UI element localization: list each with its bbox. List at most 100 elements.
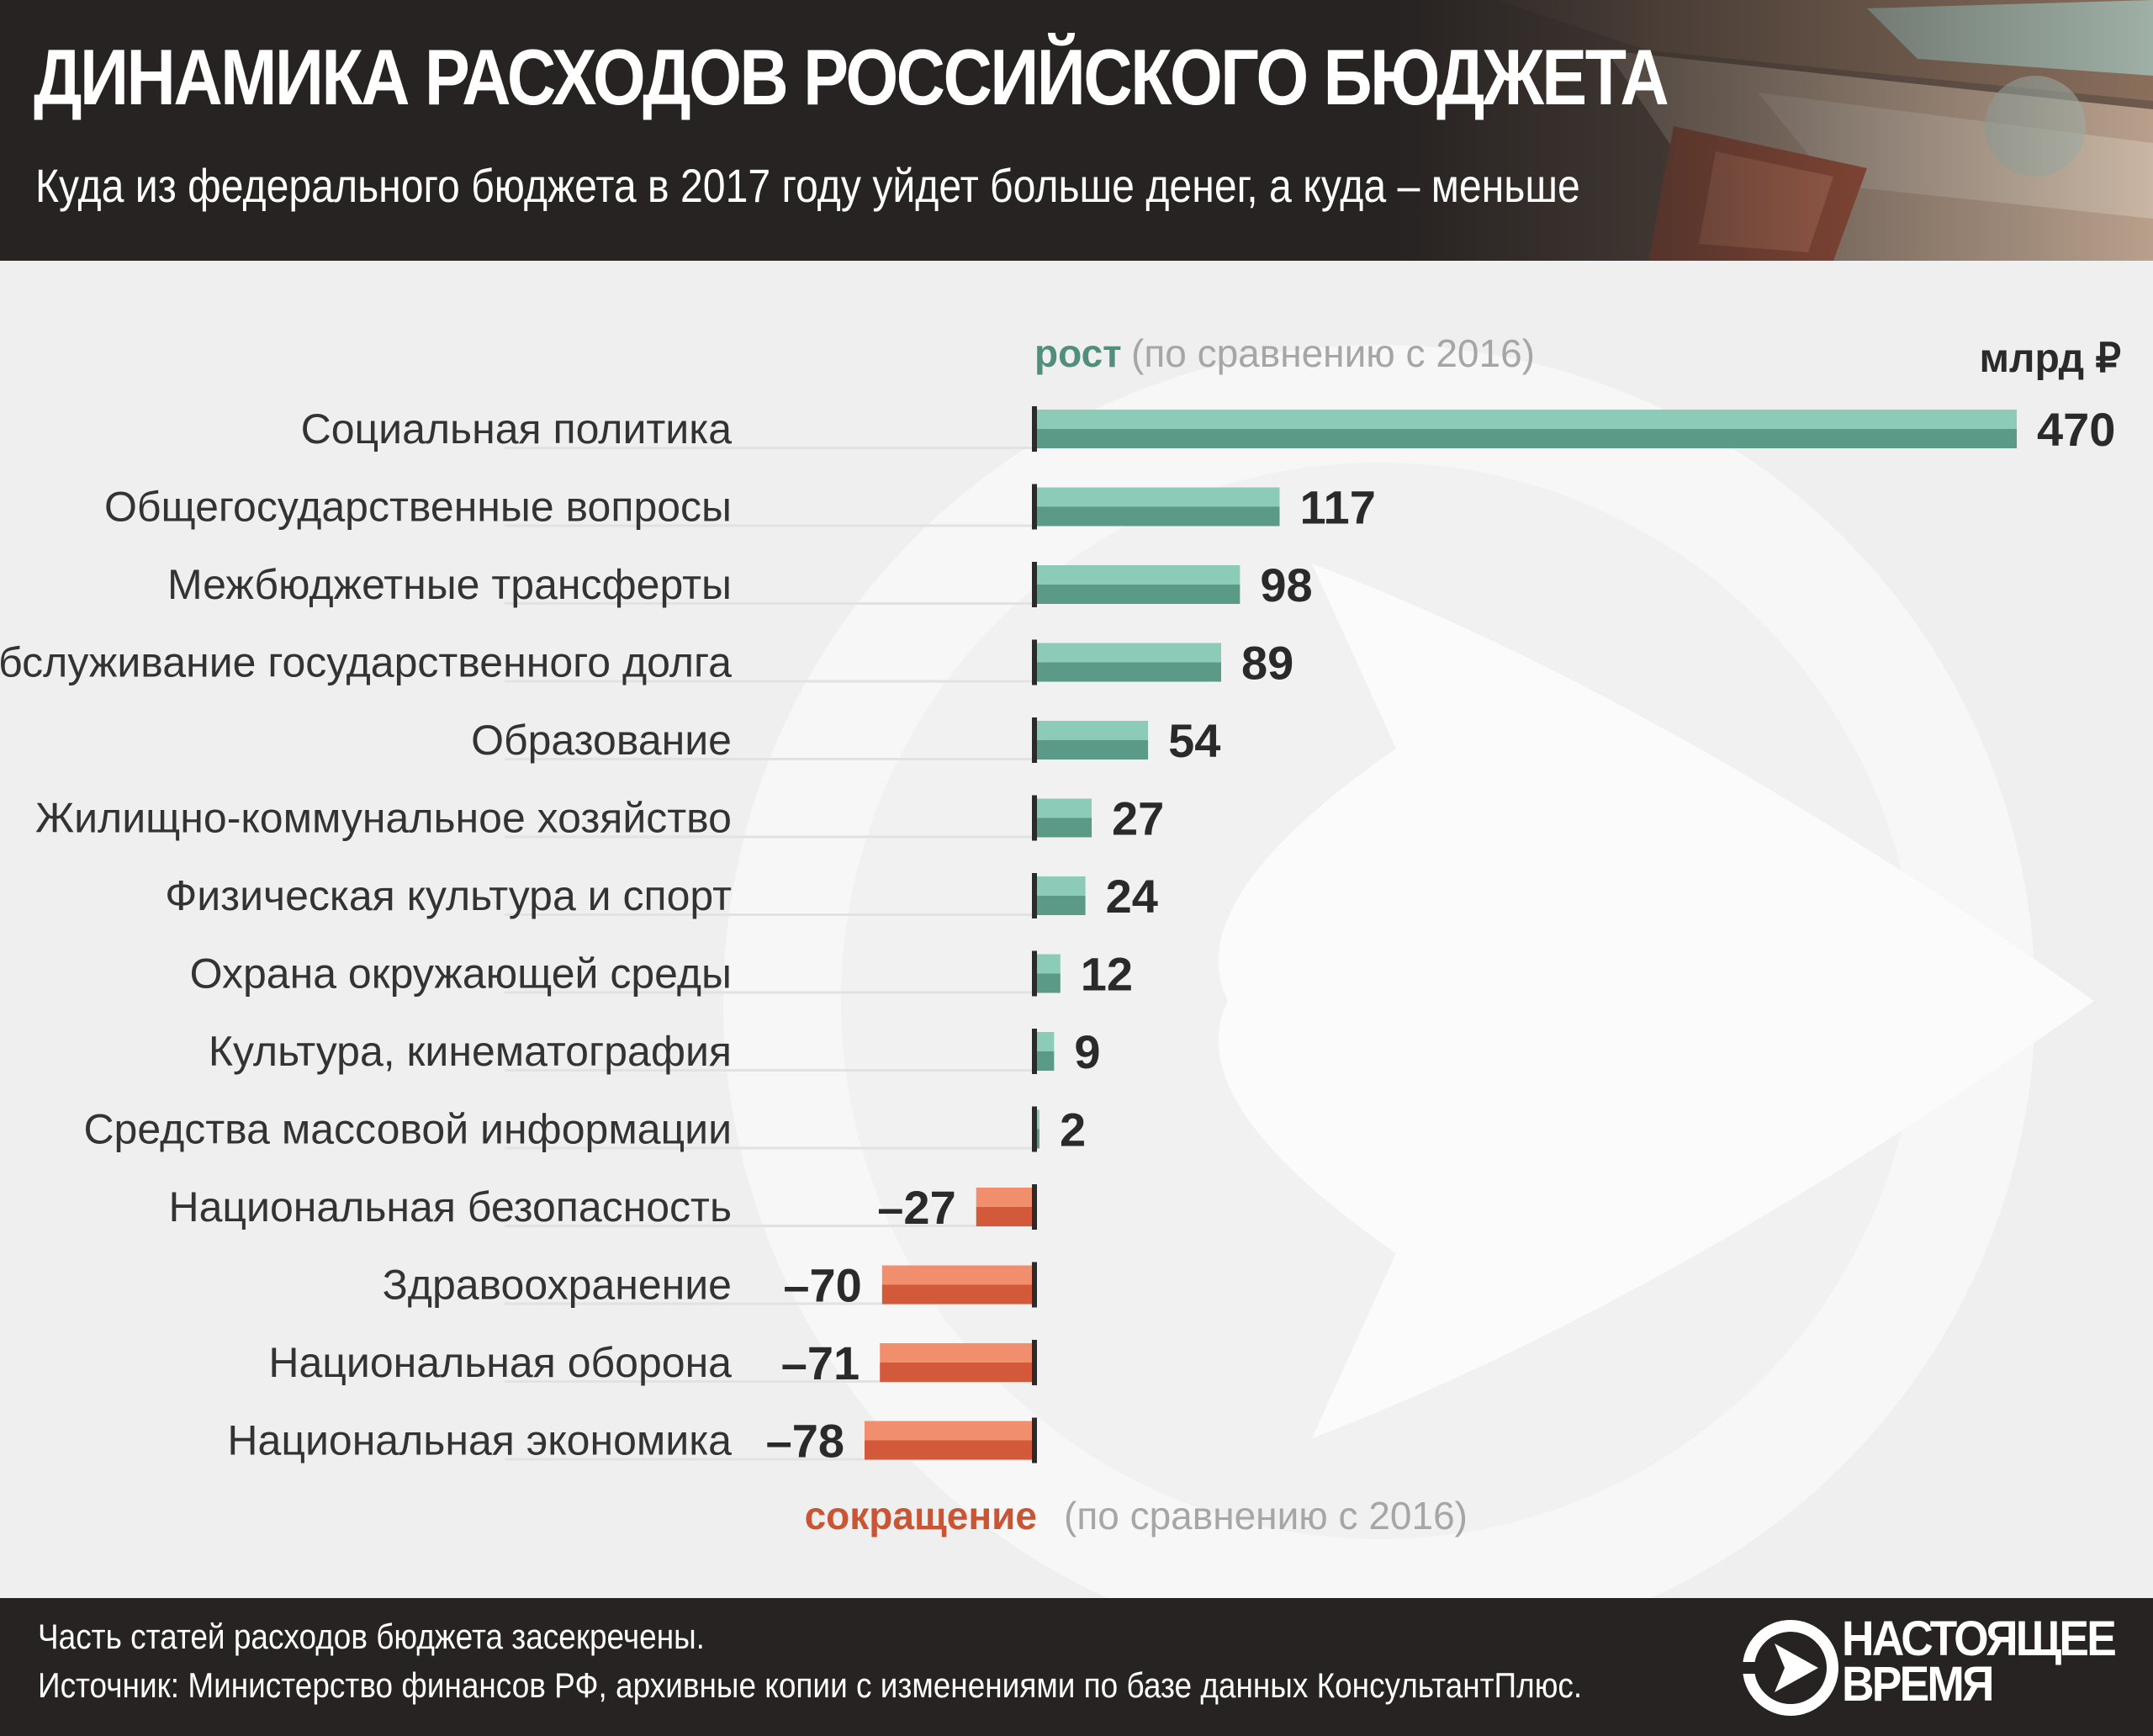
bar-highlight xyxy=(1035,721,1149,740)
axis-tick xyxy=(1032,484,1037,530)
bar xyxy=(1035,1129,1039,1149)
axis-tick xyxy=(1032,1262,1037,1308)
bar xyxy=(1035,818,1092,838)
value-label: –71 xyxy=(781,1336,860,1389)
category-label: Жилищно-коммунальное хозяйство xyxy=(35,795,732,842)
bar xyxy=(1035,973,1061,993)
axis-tick xyxy=(1032,1417,1037,1463)
category-label: Физическая культура и спорт xyxy=(165,872,732,919)
value-label: 117 xyxy=(1300,481,1376,534)
category-label: Культура, кинематография xyxy=(209,1028,732,1075)
value-label: 12 xyxy=(1081,948,1133,1001)
footer: Часть статей расходов бюджета засекречен… xyxy=(0,1598,2153,1736)
header: ДИНАМИКА РАСХОДОВ РОССИЙСКОГО БЮДЖЕТА Ку… xyxy=(0,0,2153,261)
brand-logo: НАСТОЯЩЕЕ ВРЕМЯ xyxy=(1741,1613,2136,1723)
decline-legend-label: сокращение xyxy=(805,1494,1037,1538)
bar-highlight xyxy=(1035,487,1280,507)
axis-tick xyxy=(1032,1340,1037,1385)
axis-tick xyxy=(1032,1029,1037,1074)
page-subtitle: Куда из федерального бюджета в 2017 году… xyxy=(35,159,1580,212)
bar xyxy=(1035,740,1149,760)
banknote-image xyxy=(1396,0,2153,261)
axis-tick xyxy=(1032,1184,1037,1230)
bar-highlight xyxy=(1035,1032,1055,1051)
value-label: –70 xyxy=(783,1259,861,1312)
category-label: Средства массовой информации xyxy=(83,1106,732,1153)
bar-highlight xyxy=(1035,876,1086,896)
category-label: Межбюджетные трансферты xyxy=(167,561,732,608)
bar-highlight xyxy=(1035,798,1092,818)
logo-line-1: НАСТОЯЩЕЕ xyxy=(1842,1612,2117,1666)
growth-legend-note: (по сравнению с 2016) xyxy=(1131,331,1535,375)
source-note: Источник: Министерство финансов РФ, архи… xyxy=(38,1665,1583,1705)
axis-tick xyxy=(1032,873,1037,918)
decline-legend-note: (по сравнению с 2016) xyxy=(1064,1494,1468,1538)
growth-legend-label: рост xyxy=(1034,331,1122,375)
value-label: 24 xyxy=(1106,870,1158,923)
logo-line-2: ВРЕМЯ xyxy=(1842,1657,1994,1712)
row-separator xyxy=(505,680,1034,683)
value-label: –27 xyxy=(877,1181,955,1234)
bar xyxy=(1035,506,1280,527)
logo-wordmark: НАСТОЯЩЕЕ ВРЕМЯ xyxy=(1842,1612,2117,1712)
category-label: Обслуживание государственного долга xyxy=(0,639,732,686)
bar xyxy=(1035,896,1086,915)
category-label: Образование xyxy=(471,717,732,764)
category-label: Национальная безопасность xyxy=(168,1183,732,1231)
category-label: Охрана окружающей среды xyxy=(190,950,732,998)
row-separator xyxy=(505,991,1034,994)
bar xyxy=(1035,662,1221,682)
row-separator xyxy=(505,758,1034,760)
value-label: 89 xyxy=(1241,637,1293,690)
category-label: Здравоохранение xyxy=(383,1262,732,1309)
bar-highlight xyxy=(1035,565,1240,585)
axis-tick xyxy=(1032,562,1037,607)
row-separator xyxy=(505,913,1034,916)
play-circle-icon xyxy=(1741,1620,1838,1716)
row-separator xyxy=(505,1069,1034,1072)
bar xyxy=(865,1440,1035,1460)
bar-highlight xyxy=(1035,410,2017,429)
category-label: Национальная экономика xyxy=(227,1417,732,1464)
axis-tick xyxy=(1032,406,1037,452)
value-label: 27 xyxy=(1112,792,1164,845)
bar-highlight xyxy=(865,1421,1035,1441)
bar-highlight xyxy=(1035,1109,1039,1130)
bar xyxy=(1035,585,1240,604)
axis-tick xyxy=(1032,1106,1037,1152)
row-separator xyxy=(505,1146,1034,1150)
bar-highlight xyxy=(976,1188,1035,1207)
bar xyxy=(976,1207,1035,1226)
unit-label: млрд ₽ xyxy=(1980,336,2121,381)
category-label: Национальная оборона xyxy=(268,1339,732,1386)
bar xyxy=(881,1284,1035,1305)
value-label: 98 xyxy=(1260,558,1312,611)
page-title: ДИНАМИКА РАСХОДОВ РОССИЙСКОГО БЮДЖЕТА xyxy=(34,33,1669,121)
bar xyxy=(880,1363,1035,1382)
row-separator xyxy=(505,1302,1034,1305)
axis-tick xyxy=(1032,717,1037,763)
row-separator xyxy=(505,1225,1034,1227)
bar xyxy=(1035,429,2017,448)
value-label: 2 xyxy=(1060,1104,1086,1156)
bar xyxy=(1035,1051,1055,1071)
row-separator xyxy=(505,524,1034,527)
bar-highlight xyxy=(881,1265,1035,1285)
row-separator xyxy=(505,602,1034,605)
category-label: Общегосударственные вопросы xyxy=(104,484,732,531)
axis-tick xyxy=(1032,950,1037,997)
value-label: 54 xyxy=(1168,714,1220,767)
bar-highlight xyxy=(1035,954,1061,974)
axis-tick xyxy=(1032,795,1037,841)
row-separator xyxy=(505,1380,1034,1383)
value-label: 470 xyxy=(2037,403,2115,456)
bar-highlight xyxy=(880,1343,1035,1363)
bar-chart: Социальная политика 470 Общегосударственны… xyxy=(0,331,2121,1538)
value-label: –78 xyxy=(766,1415,844,1468)
footnote: Часть статей расходов бюджета засекречен… xyxy=(38,1617,705,1656)
axis-tick xyxy=(1032,639,1037,685)
row-separator xyxy=(505,447,1034,449)
value-label: 9 xyxy=(1074,1025,1100,1078)
row-separator xyxy=(505,835,1034,839)
